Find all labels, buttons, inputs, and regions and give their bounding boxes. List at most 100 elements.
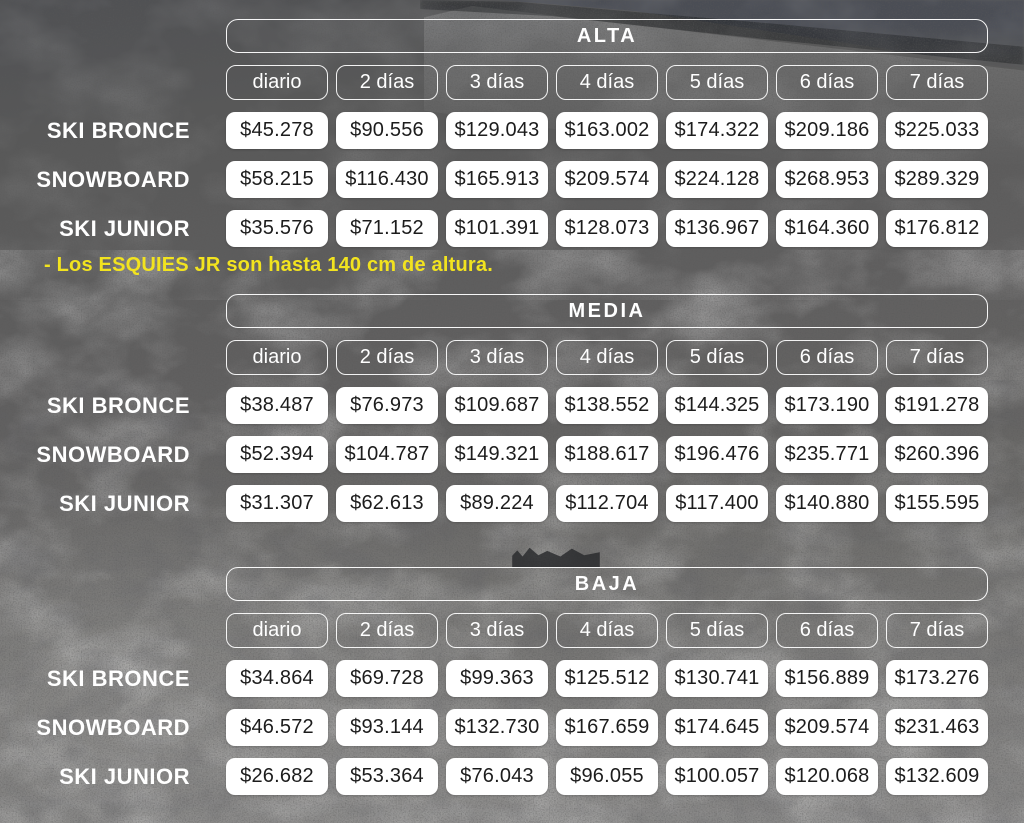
column-header-7: 7 días bbox=[886, 65, 988, 100]
column-header-7: 7 días bbox=[886, 340, 988, 375]
price-cell: $209.186 bbox=[776, 112, 878, 149]
season-title: BAJA bbox=[574, 572, 640, 595]
column-header-7: 7 días bbox=[886, 613, 988, 648]
price-cell: $76.973 bbox=[336, 387, 438, 424]
price-cell: $100.057 bbox=[666, 758, 768, 795]
row-label: SKI BRONCE bbox=[46, 665, 190, 691]
row-label: SKI JUNIOR bbox=[59, 763, 190, 789]
column-header-3: 3 días bbox=[446, 613, 548, 648]
row-label: SKI JUNIOR bbox=[59, 215, 190, 241]
price-cell: $224.128 bbox=[666, 161, 768, 198]
column-header-6: 6 días bbox=[776, 340, 878, 375]
price-cell: $130.741 bbox=[666, 660, 768, 697]
column-header-6: 6 días bbox=[776, 613, 878, 648]
price-cell: $53.364 bbox=[336, 758, 438, 795]
price-cell: $76.043 bbox=[446, 758, 548, 795]
price-cell: $58.215 bbox=[226, 161, 328, 198]
price-cell: $116.430 bbox=[336, 161, 438, 198]
price-cell: $38.487 bbox=[226, 387, 328, 424]
season-header: ALTA bbox=[226, 19, 988, 53]
price-cell: $165.913 bbox=[446, 161, 548, 198]
column-header-2: 2 días bbox=[336, 613, 438, 648]
column-header-2: 2 días bbox=[336, 65, 438, 100]
price-cell: $93.144 bbox=[336, 709, 438, 746]
price-cell: $225.033 bbox=[886, 112, 988, 149]
lodge-silhouette bbox=[512, 547, 600, 568]
price-cell: $26.682 bbox=[226, 758, 328, 795]
row-label: SKI BRONCE bbox=[46, 392, 190, 418]
row-label: SNOWBOARD bbox=[36, 441, 190, 467]
column-header-5: 5 días bbox=[666, 340, 768, 375]
column-header-3: 3 días bbox=[446, 340, 548, 375]
price-cell: $46.572 bbox=[226, 709, 328, 746]
price-cell: $35.576 bbox=[226, 210, 328, 247]
season-header: MEDIA bbox=[226, 294, 988, 328]
price-cell: $120.068 bbox=[776, 758, 878, 795]
column-header-6: 6 días bbox=[776, 65, 878, 100]
row-label: SNOWBOARD bbox=[36, 166, 190, 192]
season-header: BAJA bbox=[226, 567, 988, 601]
junior-height-note: - Los ESQUIES JR son hasta 140 cm de alt… bbox=[44, 254, 493, 276]
price-cell: $31.307 bbox=[226, 485, 328, 522]
price-cell: $99.363 bbox=[446, 660, 548, 697]
row-label: SNOWBOARD bbox=[36, 714, 190, 740]
price-cell: $173.276 bbox=[886, 660, 988, 697]
price-cell: $260.396 bbox=[886, 436, 988, 473]
price-cell: $90.556 bbox=[336, 112, 438, 149]
price-cell: $128.073 bbox=[556, 210, 658, 247]
season-table-alta: ALTA diario 2 días 3 días 4 días 5 días 6 días… bbox=[0, 19, 988, 247]
price-cell: $144.325 bbox=[666, 387, 768, 424]
price-cell: $101.391 bbox=[446, 210, 548, 247]
column-header-2: 2 días bbox=[336, 340, 438, 375]
price-cell: $132.609 bbox=[886, 758, 988, 795]
price-cell: $188.617 bbox=[556, 436, 658, 473]
price-cell: $132.730 bbox=[446, 709, 548, 746]
season-title: MEDIA bbox=[568, 299, 646, 322]
price-cell: $112.704 bbox=[556, 485, 658, 522]
column-header-1: diario bbox=[226, 340, 328, 375]
column-header-1: diario bbox=[226, 613, 328, 648]
row-label: SKI JUNIOR bbox=[59, 490, 190, 516]
price-cell: $136.967 bbox=[666, 210, 768, 247]
price-cell: $209.574 bbox=[776, 709, 878, 746]
price-cell: $289.329 bbox=[886, 161, 988, 198]
price-cell: $96.055 bbox=[556, 758, 658, 795]
price-cell: $89.224 bbox=[446, 485, 548, 522]
price-cell: $231.463 bbox=[886, 709, 988, 746]
column-header-5: 5 días bbox=[666, 613, 768, 648]
price-cell: $34.864 bbox=[226, 660, 328, 697]
price-cell: $140.880 bbox=[776, 485, 878, 522]
price-cell: $117.400 bbox=[666, 485, 768, 522]
price-cell: $45.278 bbox=[226, 112, 328, 149]
column-header-5: 5 días bbox=[666, 65, 768, 100]
price-cell: $129.043 bbox=[446, 112, 548, 149]
column-header-4: 4 días bbox=[556, 65, 658, 100]
price-cell: $191.278 bbox=[886, 387, 988, 424]
column-header-4: 4 días bbox=[556, 340, 658, 375]
price-cell: $164.360 bbox=[776, 210, 878, 247]
price-cell: $167.659 bbox=[556, 709, 658, 746]
season-table-baja: BAJA diario 2 días 3 días 4 días 5 días 6 días… bbox=[0, 567, 988, 795]
price-cell: $173.190 bbox=[776, 387, 878, 424]
price-cell: $69.728 bbox=[336, 660, 438, 697]
price-cell: $155.595 bbox=[886, 485, 988, 522]
price-cell: $71.152 bbox=[336, 210, 438, 247]
price-cell: $149.321 bbox=[446, 436, 548, 473]
column-header-1: diario bbox=[226, 65, 328, 100]
column-header-3: 3 días bbox=[446, 65, 548, 100]
price-cell: $268.953 bbox=[776, 161, 878, 198]
price-cell: $104.787 bbox=[336, 436, 438, 473]
column-header-4: 4 días bbox=[556, 613, 658, 648]
season-title: ALTA bbox=[576, 24, 638, 47]
price-cell: $62.613 bbox=[336, 485, 438, 522]
price-cell: $176.812 bbox=[886, 210, 988, 247]
price-cell: $138.552 bbox=[556, 387, 658, 424]
price-cell: $156.889 bbox=[776, 660, 878, 697]
season-table-media: MEDIA diario 2 días 3 días 4 días 5 días 6 día… bbox=[0, 294, 988, 522]
price-cell: $163.002 bbox=[556, 112, 658, 149]
price-cell: $109.687 bbox=[446, 387, 548, 424]
price-cell: $235.771 bbox=[776, 436, 878, 473]
price-cell: $52.394 bbox=[226, 436, 328, 473]
price-cell: $209.574 bbox=[556, 161, 658, 198]
